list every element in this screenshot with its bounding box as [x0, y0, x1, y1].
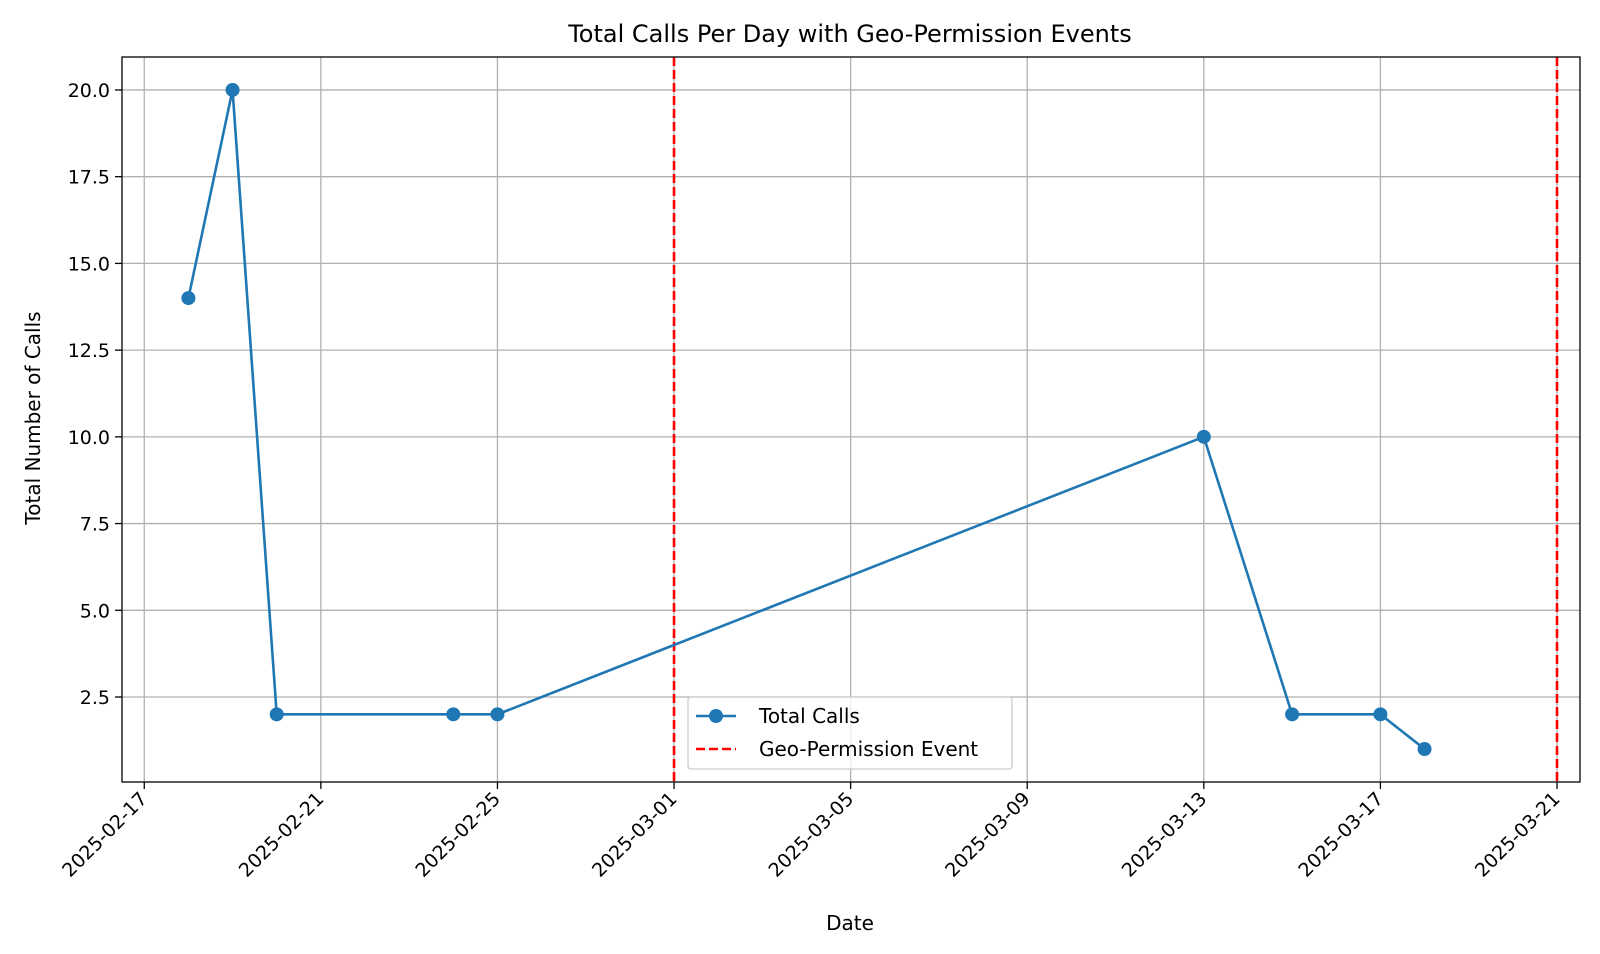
- data-point: [1373, 707, 1388, 722]
- legend-label-total-calls: Total Calls: [758, 704, 860, 728]
- data-point: [269, 707, 284, 722]
- y-tick-label: 12.5: [68, 340, 110, 362]
- data-point: [446, 707, 461, 722]
- legend-box: [687, 696, 1013, 770]
- data-point: [1285, 707, 1300, 722]
- y-tick-label: 5.0: [80, 600, 110, 622]
- data-point: [1417, 742, 1432, 757]
- y-tick-label: 17.5: [68, 167, 110, 189]
- legend-marker-total-calls: [709, 709, 723, 723]
- legend: Total Calls Geo-Permission Event: [687, 696, 1013, 770]
- legend-label-geo-permission-event: Geo-Permission Event: [759, 737, 978, 761]
- y-tick-label: 2.5: [80, 687, 110, 709]
- y-tick-label: 15.0: [68, 253, 110, 275]
- geo-permission-event-lines: [672, 57, 1559, 782]
- y-tick-label: 20.0: [68, 80, 110, 102]
- x-axis-title: Date: [826, 911, 874, 935]
- y-axis-title: Total Number of Calls: [21, 311, 45, 525]
- data-point: [225, 82, 240, 97]
- data-point: [490, 707, 505, 722]
- y-tick-label: 10.0: [68, 427, 110, 449]
- data-point: [181, 291, 196, 306]
- y-tick-label: 7.5: [80, 514, 110, 536]
- chart-title: Total Calls Per Day with Geo-Permission …: [567, 20, 1132, 48]
- data-point: [1196, 429, 1211, 444]
- total-calls-series: [181, 82, 1432, 757]
